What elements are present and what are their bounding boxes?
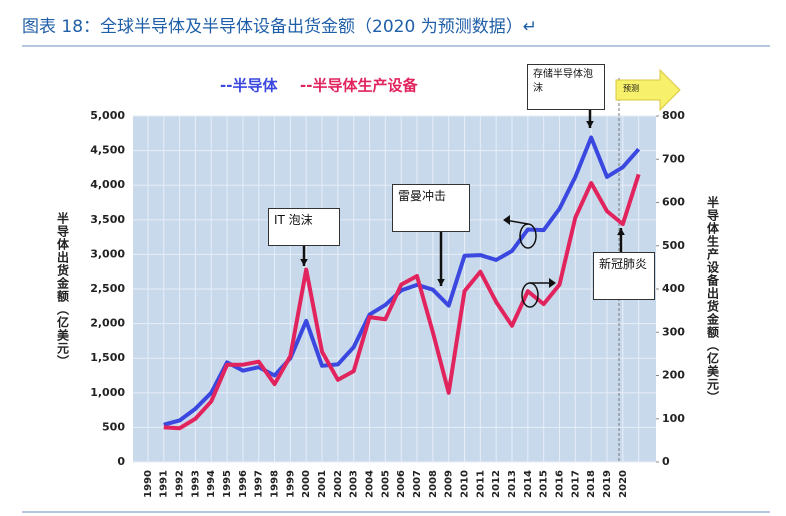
x-tick-label: 1996 xyxy=(238,470,249,498)
annotation: 雷曼冲击 xyxy=(392,184,470,232)
legend-label: --半导体生产设备 xyxy=(300,77,418,95)
x-tick-label: 2014 xyxy=(523,470,534,498)
x-tick-label: 1990 xyxy=(143,470,154,498)
annotation: 预测 xyxy=(623,84,639,93)
series-line xyxy=(163,135,641,427)
y2-tick-label: 500 xyxy=(662,239,685,252)
x-tick-label: 2009 xyxy=(444,470,455,498)
y2-tick-label: 200 xyxy=(662,369,685,382)
y2-tick-label: 700 xyxy=(662,152,685,165)
x-tick-label: 2005 xyxy=(380,470,391,498)
y-axis-title: 半导体出货金额（亿美元） xyxy=(56,211,70,368)
x-tick-label: 2007 xyxy=(412,470,423,498)
x-tick-label: 1997 xyxy=(254,470,265,498)
y2-tick-label: 300 xyxy=(662,325,685,338)
forecast-arrow xyxy=(615,68,681,112)
series-line xyxy=(163,173,641,431)
x-tick-label: 2016 xyxy=(554,470,565,498)
legend-label: --半导体 xyxy=(220,77,278,95)
pointer-head xyxy=(503,215,510,225)
y2-tick-label: 100 xyxy=(662,412,685,425)
y-tick-label: 1,000 xyxy=(90,386,125,399)
y-tick-label: 0 xyxy=(117,455,125,468)
x-tick-label: 2003 xyxy=(349,470,360,498)
x-tick-label: 1995 xyxy=(222,470,233,498)
x-tick-label: 2002 xyxy=(333,470,344,498)
x-tick-label: 2000 xyxy=(301,470,312,498)
x-tick-label: 2008 xyxy=(428,470,439,498)
x-tick-label: 2015 xyxy=(539,470,550,498)
y-tick-label: 500 xyxy=(102,420,125,433)
chart-title: 图表 18：全球半导体及半导体设备出货金额（2020 为预测数据）↵ xyxy=(22,17,537,37)
y-tick-label: 2,500 xyxy=(90,282,125,295)
x-tick-label: 2018 xyxy=(586,470,597,498)
y2-tick-label: 800 xyxy=(662,109,685,122)
y-tick-label: 2,000 xyxy=(90,317,125,330)
arrow-head xyxy=(300,258,308,266)
arrow-head xyxy=(437,278,445,286)
y-tick-label: 1,500 xyxy=(90,351,125,364)
y2-tick-label: 0 xyxy=(662,455,670,468)
y-tick-label: 4,500 xyxy=(90,144,125,157)
x-tick-label: 2006 xyxy=(396,470,407,498)
x-tick-label: 2013 xyxy=(507,470,518,498)
x-tick-label: 2019 xyxy=(602,470,613,498)
x-tick-label: 2020 xyxy=(618,470,629,498)
y2-tick-label: 400 xyxy=(662,282,685,295)
x-tick-label: 1998 xyxy=(270,470,281,498)
y-tick-label: 3,500 xyxy=(90,213,125,226)
annotation: IT 泡沫 xyxy=(268,208,340,246)
y-tick-label: 3,000 xyxy=(90,247,125,260)
arrow-head xyxy=(586,120,594,128)
x-tick-label: 2001 xyxy=(317,470,328,498)
x-tick-label: 1999 xyxy=(285,470,296,498)
x-tick-label: 2011 xyxy=(475,470,486,498)
x-tick-label: 1994 xyxy=(206,470,217,498)
pointer-head xyxy=(549,278,556,288)
x-tick-label: 2012 xyxy=(491,470,502,498)
annotation: 存储半导体泡沫 xyxy=(527,64,605,110)
y2-tick-label: 600 xyxy=(662,196,685,209)
annotation: 新冠肺炎 xyxy=(593,252,655,300)
x-tick-label: 1991 xyxy=(159,470,170,498)
y-tick-label: 5,000 xyxy=(90,109,125,122)
x-tick-label: 2017 xyxy=(570,470,581,498)
y2-axis-title: 半导体生产设备出货金额（亿美元） xyxy=(706,195,720,404)
x-tick-label: 2004 xyxy=(365,470,376,498)
x-tick-label: 1992 xyxy=(175,470,186,498)
arrow-head xyxy=(617,228,625,236)
x-tick-label: 2010 xyxy=(460,470,471,498)
x-tick-label: 1993 xyxy=(190,470,201,498)
y-tick-label: 4,000 xyxy=(90,178,125,191)
